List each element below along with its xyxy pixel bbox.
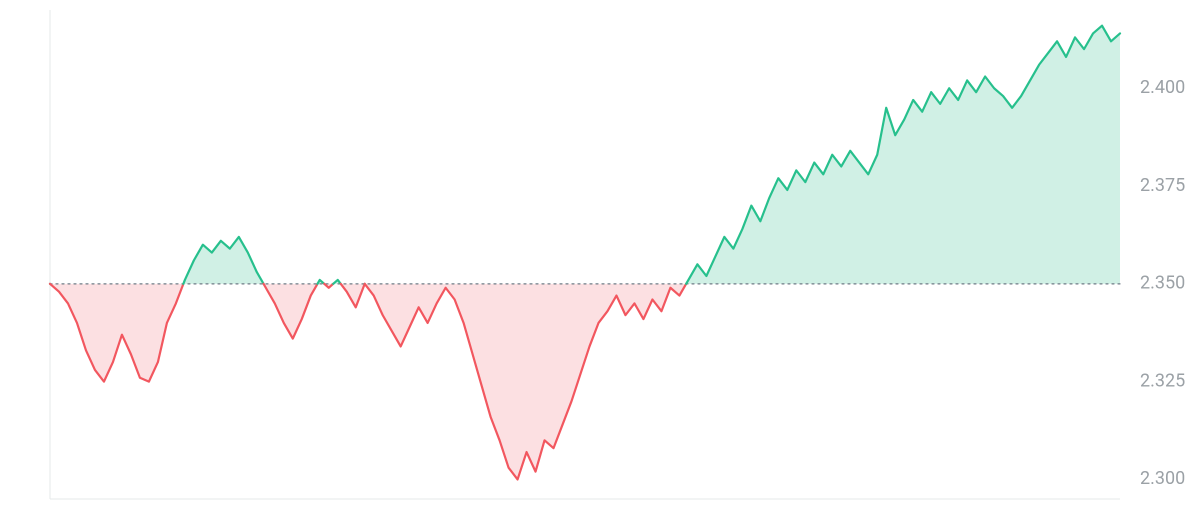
- price-chart: 2.300 2.325 2.350 2.375 2.400: [0, 0, 1200, 509]
- chart-svg: 2.300 2.325 2.350 2.375 2.400: [0, 0, 1200, 509]
- y-axis-label: 2.400: [1140, 77, 1185, 98]
- y-axis-label: 2.300: [1140, 468, 1185, 489]
- y-axis-label: 2.375: [1140, 175, 1185, 196]
- y-axis-label: 2.350: [1140, 273, 1185, 294]
- area-below-baseline: [365, 284, 686, 480]
- area-below-baseline: [264, 284, 318, 339]
- y-axis-label: 2.325: [1140, 370, 1185, 391]
- area-below-baseline: [50, 284, 183, 382]
- area-above-baseline: [686, 26, 1120, 284]
